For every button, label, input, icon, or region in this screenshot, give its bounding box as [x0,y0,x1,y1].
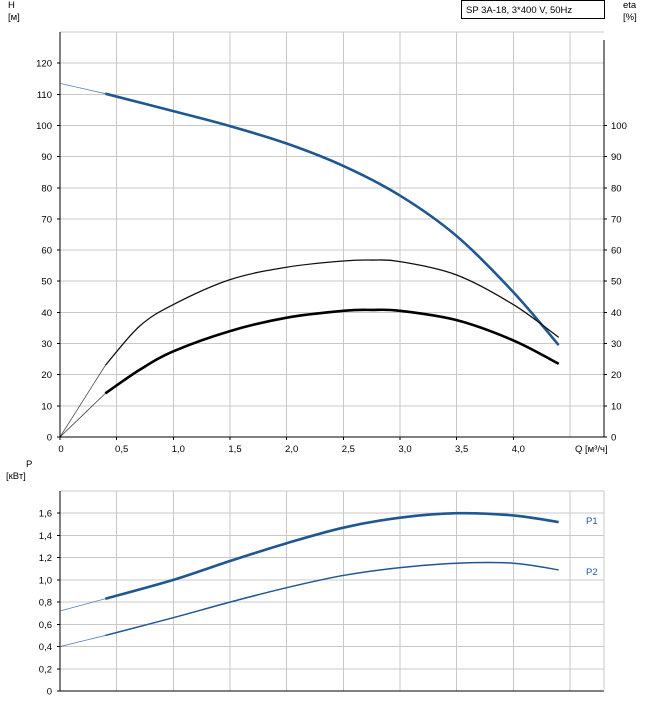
y-tick-label-right: 50 [611,277,622,288]
y-tick-label-left: 10 [41,401,52,412]
y-tick-label-left: 90 [41,152,52,163]
y-tick-label-right: 80 [611,183,622,194]
y-tick-label-left: 120 [36,59,52,70]
x-tick-label: 1,5 [228,444,241,455]
y-tick-label-left: 80 [41,183,52,194]
efficiency-total-line [104,308,560,395]
power-y-tick-label: 0 [47,687,52,698]
y-tick-label-right: 0 [611,433,616,444]
y-tick-label-left: 110 [37,90,52,101]
power-y-tick-label: 0,4 [39,642,52,653]
series-label-p1: P1 [586,516,598,527]
title-box [461,0,605,19]
x-axis-label: Q [м³/ч] [575,444,608,455]
power-y-tick-label: 1,4 [39,531,52,542]
power-p2-line-extrapolated [59,635,106,647]
y-tick-label-left: 40 [41,308,52,319]
x-tick-label: 3,5 [455,444,468,455]
y-axis-unit-left: [м] [8,12,20,23]
series-label-p2: P2 [586,567,598,578]
x-tick-label: 1,0 [172,444,185,455]
y-tick-label-right: 70 [611,214,622,225]
power-y-tick-label: 0,8 [39,598,52,609]
y-tick-label-left: 50 [41,277,52,288]
chart-title: SP 3A-18, 3*400 V, 50Hz [466,5,572,16]
power-y-tick-label: 1,6 [39,509,52,520]
y-tick-label-left: 100 [36,121,52,132]
power-y-tick-label: 0,6 [39,620,52,631]
efficiency-eta-line [104,259,560,366]
x-tick-label: 4,0 [512,444,525,455]
power-y-axis-label: P [26,459,32,470]
y-axis-label-right: eta [623,0,637,11]
power-y-tick-label: 0,2 [39,664,52,675]
y-axis-unit-right: [%] [623,12,637,23]
y-tick-label-right: 30 [611,339,622,350]
x-tick-label: 0 [58,444,63,455]
y-tick-label-right: 100 [611,121,627,132]
y-tick-label-left: 60 [41,246,52,257]
y-tick-label-right: 60 [611,246,622,257]
y-tick-label-right: 10 [611,401,622,412]
efficiency-total-line-extrapolated [59,393,106,438]
head-curve-line [105,92,560,346]
power-y-tick-label: 1,0 [39,575,52,586]
x-tick-label: 2,5 [342,444,355,455]
y-tick-label-left: 70 [41,214,52,225]
power-y-tick-label: 1,2 [39,553,52,564]
power-y-axis-unit: [кВт] [6,471,26,482]
x-tick-label: 0,5 [115,444,128,455]
power-p2-line [105,561,559,637]
y-axis-label-left: H [8,0,15,11]
y-tick-label-right: 40 [611,308,622,319]
y-tick-label-right: 90 [611,152,622,163]
y-tick-label-left: 30 [41,339,52,350]
x-tick-label: 3,0 [398,444,411,455]
y-tick-label-left: 0 [47,433,52,444]
y-tick-label-left: 20 [41,370,52,381]
x-tick-label: 2,0 [285,444,298,455]
y-tick-label-right: 20 [611,370,622,381]
power-p1-line [104,511,559,601]
head-curve-line-extrapolated [59,83,106,95]
efficiency-eta-line-extrapolated [59,365,106,438]
power-p1-line-extrapolated [59,598,106,612]
